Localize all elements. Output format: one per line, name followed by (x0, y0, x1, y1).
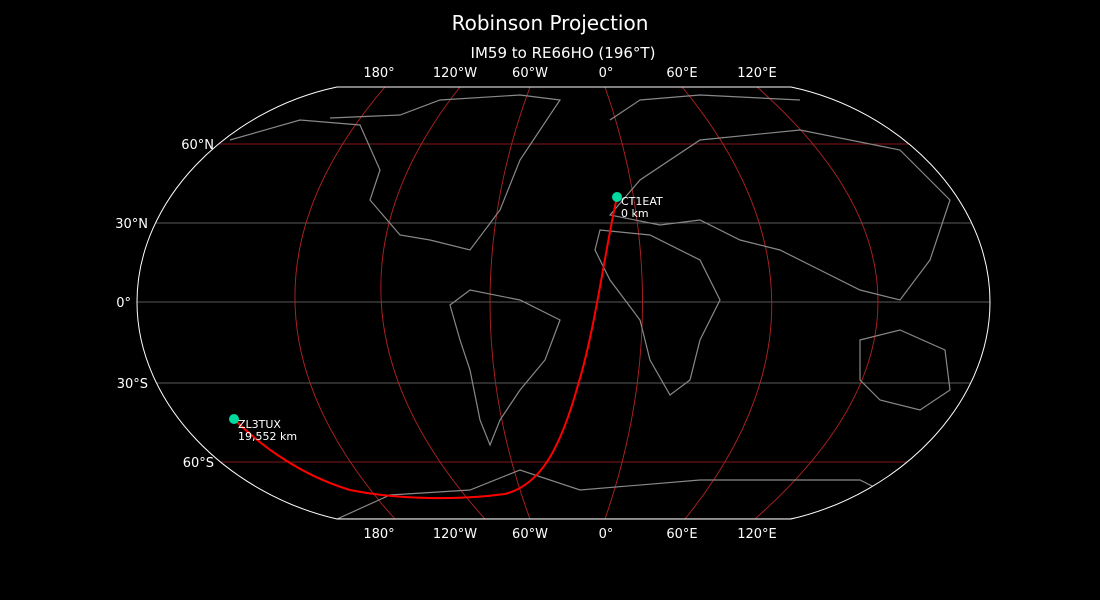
meridian (380, 87, 486, 519)
lon-label-top: 180° (363, 66, 394, 81)
point-label-distance: 19,552 km (238, 430, 297, 443)
lon-label-top: 60°W (512, 66, 548, 81)
map-title: Robinson Projection (452, 11, 649, 35)
point-label-call: ZL3TUX (238, 418, 281, 431)
lat-label: 0° (116, 296, 131, 311)
lon-label-top: 60°E (666, 66, 697, 81)
globe-outline (136, 86, 991, 520)
lon-label-top: 0° (599, 66, 614, 81)
meridian (489, 87, 531, 519)
coastlines (229, 94, 951, 519)
lon-label-bottom: 120°E (737, 527, 777, 542)
meridian (681, 87, 773, 519)
lon-label-top: 120°W (433, 66, 477, 81)
meridian (294, 87, 396, 519)
meridian (754, 87, 879, 519)
point-label-call: CT1EAT (621, 195, 663, 208)
lon-label-bottom: 60°W (512, 527, 548, 542)
lon-label-bottom: 0° (599, 527, 614, 542)
point-label-distance: 0 km (621, 207, 649, 220)
meridian (604, 87, 643, 519)
lat-label: 30°S (117, 377, 148, 392)
lat-label: 30°N (115, 217, 148, 232)
marker-end[interactable] (229, 414, 239, 424)
lon-label-top: 120°E (737, 66, 777, 81)
lon-label-bottom: 180° (363, 527, 394, 542)
map-subtitle: IM59 to RE66HO (196°T) (471, 44, 656, 62)
latitude-gridlines (137, 143, 990, 463)
lon-label-bottom: 60°E (666, 527, 697, 542)
great-circle-path (233, 196, 618, 500)
marker-start[interactable] (612, 192, 622, 202)
lon-label-bottom: 120°W (433, 527, 477, 542)
meridian-gridlines (294, 87, 879, 519)
lat-label: 60°N (181, 138, 214, 153)
lat-label: 60°S (183, 456, 214, 471)
